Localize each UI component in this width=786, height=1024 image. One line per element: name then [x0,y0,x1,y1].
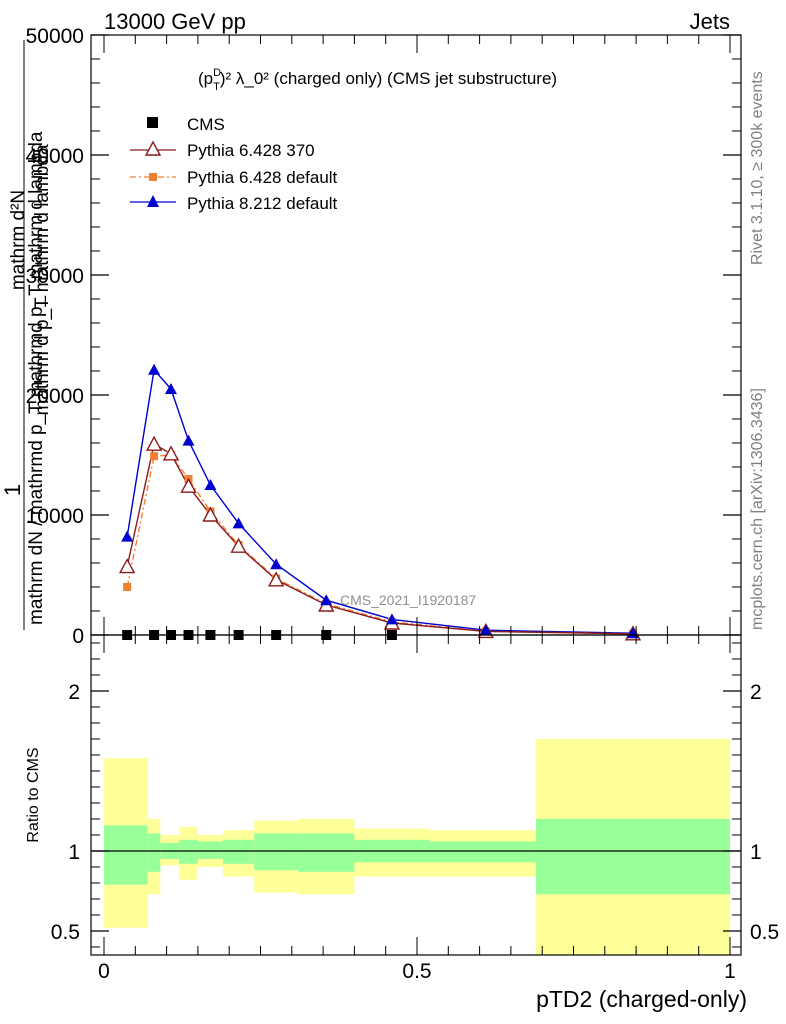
ratio-plot-ticks: 0.5 0.5 1 1 2 2 0 0.5 1 [51,635,779,983]
main-plot-ticks: 0 10000 20000 30000 40000 50000 [26,25,741,648]
ratio-y-tick-label-left-2: 2 [68,681,80,704]
ratio-plot: 0.5 0.5 1 1 2 2 0 0.5 1 Ratio to CMS pTD2 (charg… [25,634,779,1012]
ratio-y-label: Ratio to CMS [25,747,42,842]
main-y-tick-label-1: 10000 [26,505,84,528]
x-tick-label-1: 0.5 [402,960,431,983]
legend-marker-py6-default [149,173,157,181]
legend-label-py6-default: Pythia 6.428 default [187,168,338,187]
main-plot-title: (pD T)² λ_0² (charged only) (CMS jet subs… [198,67,557,93]
y-label-inner-denominator: mathrm d p_T mathrm d lambda [32,144,53,415]
ratio-plot-frame [90,634,742,956]
py6-370-point-5 [230,537,247,553]
main-y-tick-label-3: 30000 [26,265,84,288]
py6-370-point-3 [180,477,197,493]
legend-label-py6-370: Pythia 6.428 370 [187,141,315,160]
ratio-inner-band-7 [298,833,355,872]
legend-label-py8-default: Pythia 8.212 default [187,194,338,213]
py8-default-point-5 [232,517,245,529]
ratio-inner-band-6 [254,833,299,871]
ratio-inner-band-9 [429,841,536,863]
y-label-one: 1 [0,484,25,496]
legend-marker-py8-default [147,195,159,207]
x-axis-label: pTD2 (charged-only) [536,986,747,1012]
py8-default-point-2 [164,383,177,394]
py8-default-point-4 [204,479,217,490]
py6-370-point-0 [118,558,136,574]
ratio-y-tick-label-right-0: 0.5 [750,921,779,944]
py8-default-point-8 [385,613,398,625]
ratio-y-tick-label-left-0: 0.5 [51,921,80,944]
main-y-tick-label-5: 50000 [26,25,84,48]
ratio-inner-band-5 [222,839,255,864]
py8-default-point-6 [270,558,283,570]
main-plot-data-layer [118,363,642,641]
py8-default-point-9 [479,624,492,636]
ratio-inner-band-0 [104,825,148,885]
legend-marker-py6-370 [144,140,162,156]
ratio-inner-band-4 [197,841,223,859]
legend-label-cms: CMS [187,115,225,134]
main-y-tick-label-0: 0 [72,625,84,648]
py8-default-point-0 [121,530,134,542]
mcplots-note: mcplots.cern.ch [arXiv:1306.3436] [749,388,766,630]
main-plot: 0 10000 20000 30000 40000 50000 (pD T)² λ_0² (… [0,25,742,648]
main-y-tick-label-2: 20000 [26,385,84,408]
py6-370-point-1 [145,435,163,451]
py6-default-point-0 [123,583,132,591]
py8-default-point-3 [182,434,195,446]
py6-370-point-4 [202,506,219,522]
py6-370-point-2 [162,445,180,461]
ratio-plot-data-layer [91,739,741,955]
legend-marker-cms [147,117,158,128]
py6-default-point-1 [150,452,159,461]
header-category: Jets [690,9,730,34]
py8-default-point-7 [320,594,333,606]
y-label-inner-numerator: mathrm d²N [8,190,29,290]
x-tick-label-0: 0 [98,960,110,983]
rivet-note: Rivet 3.1.10, ≥ 300k events [749,71,766,265]
ratio-inner-band-10 [535,819,730,895]
legend: CMS Pythia 6.428 370 Pythia 6.428 defaul… [130,115,338,213]
main-y-tick-label-4: 40000 [26,145,84,168]
py6-370-point-6 [267,571,285,587]
ratio-inner-band-3 [179,839,198,864]
ratio-inner-band-1 [147,833,161,872]
header-energy: 13000 GeV pp [104,9,246,34]
main-y-axis-label: 1 mathrm dN / mathrmd p_T mathrmd p_T ma… [0,40,53,630]
x-tick-label-2: 1 [724,960,736,983]
analysis-label: CMS_2021_I1920187 [340,592,476,608]
py8-default-point-1 [148,363,161,375]
py6-default-line [126,454,633,635]
ratio-y-tick-label-left-1: 1 [68,841,80,864]
ratio-y-tick-label-right-2: 2 [750,681,762,704]
ratio-y-tick-label-right-1: 1 [750,841,762,864]
y-label-denominator: mathrm dN / mathrmd p_T mathrmd p_T math… [26,131,47,625]
